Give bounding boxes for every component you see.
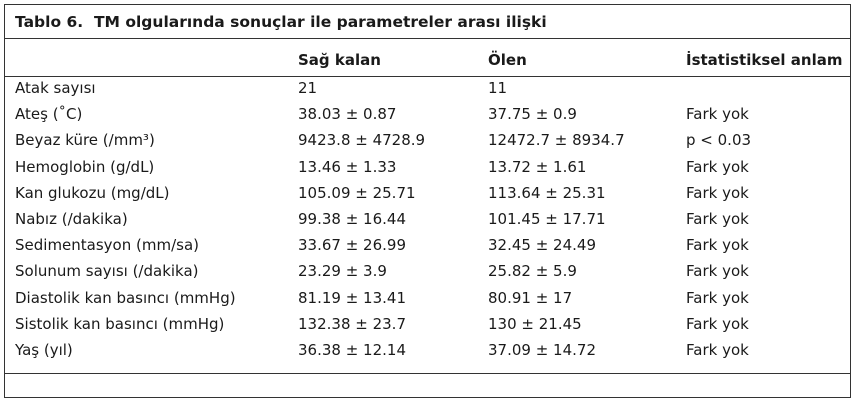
row-label: Sedimentasyon (mm/sa)	[15, 236, 199, 255]
table-cell: Fark yok	[686, 236, 749, 255]
table-cell: 13.46 ± 1.33	[298, 157, 397, 176]
table-cell: 13.72 ± 1.61	[488, 157, 587, 176]
table-cell: 38.03 ± 0.87	[298, 105, 397, 124]
table-cell: 36.38 ± 12.14	[298, 341, 406, 359]
table-cell: 9423.8 ± 4728.9	[298, 131, 426, 150]
row-label: Diastolik kan basıncı (mmHg)	[15, 288, 236, 307]
table-cell: Fark yok	[686, 105, 749, 124]
row-label: Nabız (/dakika)	[15, 210, 128, 228]
row-label: Ateş (˚C)	[15, 105, 83, 124]
table-cell: Fark yok	[686, 314, 749, 333]
table-cell: 32.45 ± 24.49	[488, 236, 596, 255]
table-cell: 132.38 ± 23.7	[298, 314, 406, 333]
table-cell: 113.64 ± 25.31	[488, 183, 606, 202]
table-cell: Fark yok	[686, 262, 749, 281]
row-label: Beyaz küre (/mm³)	[15, 131, 155, 150]
table-cell: 101.45 ± 17.71	[488, 210, 606, 228]
table-cell: 105.09 ± 25.71	[298, 183, 416, 202]
rule	[5, 76, 850, 77]
table-cell: Fark yok	[686, 157, 749, 176]
row-label: Hemoglobin (g/dL)	[15, 157, 155, 176]
table-cell: 80.91 ± 17	[488, 288, 573, 307]
table-cell: 37.75 ± 0.9	[488, 105, 577, 124]
table-cell: p < 0.03	[686, 131, 752, 150]
row-label: Atak sayısı	[15, 79, 96, 97]
rule	[5, 38, 850, 39]
table-cell: 81.19 ± 13.41	[298, 288, 406, 307]
table-cell: Fark yok	[686, 183, 749, 202]
table-cell: 11	[488, 79, 508, 97]
table-cell: Fark yok	[686, 288, 749, 307]
row-label: Kan glukozu (mg/dL)	[15, 183, 170, 202]
table-title: Tablo 6. TM olgularında sonuçlar ile par…	[15, 13, 547, 31]
row-label: Solunum sayısı (/dakika)	[15, 262, 199, 281]
column-header: Ölen	[488, 51, 527, 69]
column-header: İstatistiksel anlam	[686, 51, 843, 69]
table-cell: Fark yok	[686, 341, 749, 359]
table-cell: 37.09 ± 14.72	[488, 341, 596, 359]
table-cell: 23.29 ± 3.9	[298, 262, 387, 281]
table-cell: 25.82 ± 5.9	[488, 262, 577, 281]
table-cell: 99.38 ± 16.44	[298, 210, 406, 228]
table-cell: 33.67 ± 26.99	[298, 236, 406, 255]
table-frame: Tablo 6. TM olgularında sonuçlar ile par…	[4, 4, 851, 398]
rule	[5, 373, 850, 374]
table-cell: 21	[298, 79, 318, 97]
row-label: Yaş (yıl)	[15, 341, 73, 359]
table-cell: Fark yok	[686, 210, 749, 228]
row-label: Sistolik kan basıncı (mmHg)	[15, 314, 225, 333]
table-cell: 130 ± 21.45	[488, 314, 582, 333]
table-cell: 12472.7 ± 8934.7	[488, 131, 625, 150]
column-header: Sağ kalan	[298, 51, 381, 69]
